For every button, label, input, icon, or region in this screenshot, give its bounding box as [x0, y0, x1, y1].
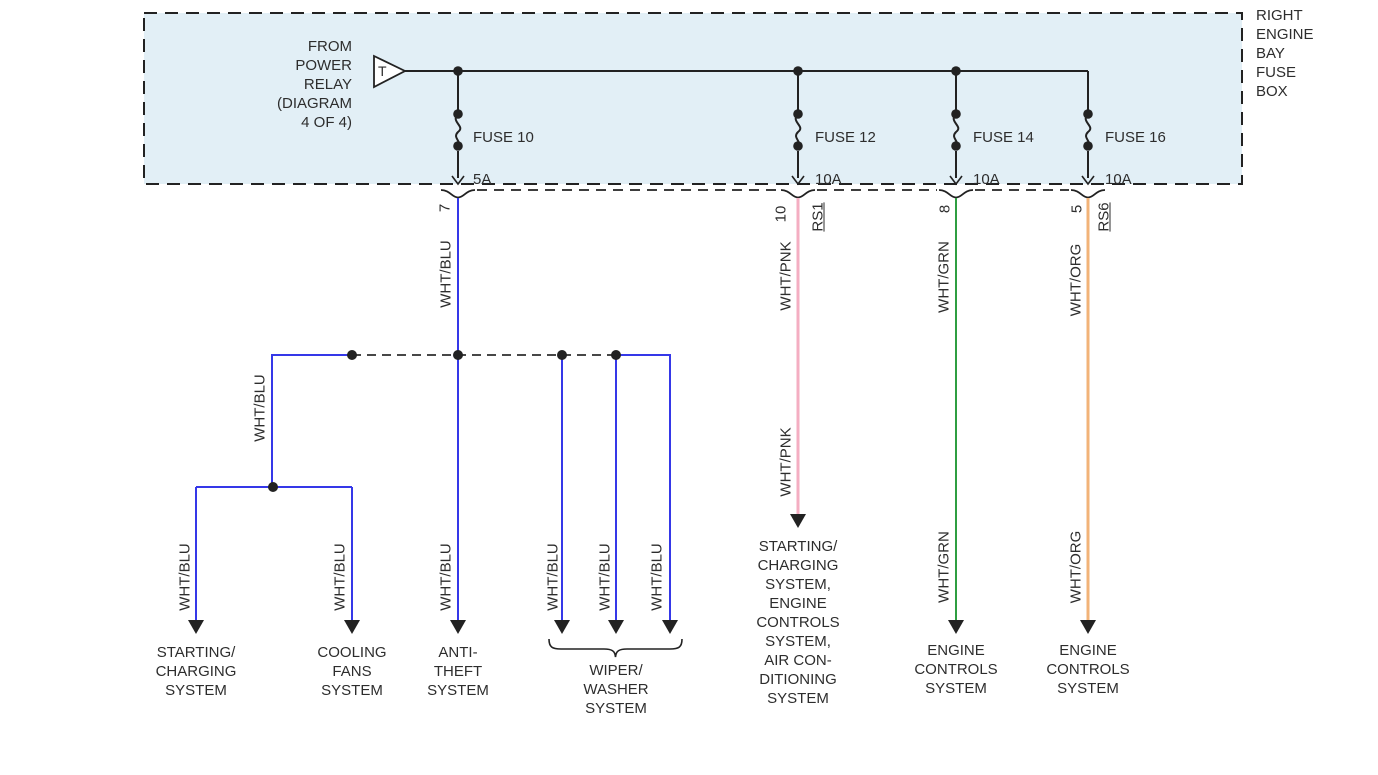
fuse-10-label: FUSE 10 5A — [473, 106, 534, 211]
destination-fuse-14-systems: ENGINE CONTROLS SYSTEM — [914, 642, 998, 697]
fuse-10-name: FUSE 10 — [473, 129, 534, 146]
fuse-box-title: RIGHT ENGINE BAY FUSE BOX — [1256, 7, 1314, 100]
destination-starting-charging: STARTING/ CHARGING SYSTEM — [155, 644, 237, 699]
wire-label-wht-blu-antitheft: WHT/BLU — [437, 543, 455, 611]
fuse-14-symbol — [949, 71, 963, 186]
wire-label-wht-grn-top: WHT/GRN — [935, 241, 953, 313]
fuse-12-rating: 10A — [815, 171, 842, 188]
destination-wiper-washer: WIPER/ WASHER SYSTEM — [583, 662, 649, 717]
wire-arrowheads — [188, 514, 1096, 634]
pin-10-label: 10 — [772, 205, 790, 223]
pin-5-label: 5 — [1068, 204, 1086, 214]
splice-branch-dashed-line — [268, 350, 621, 492]
destination-fuse-16-systems: ENGINE CONTROLS SYSTEM — [1046, 642, 1130, 697]
wire-label-wht-blu-cooling: WHT/BLU — [331, 543, 349, 611]
fuse-14-name: FUSE 14 — [973, 129, 1034, 146]
fuse-12-label: FUSE 12 10A — [815, 106, 876, 211]
splice-rs6-label: RS6 — [1095, 202, 1113, 232]
splice-rs1-label: RS1 — [809, 202, 827, 232]
wire-label-wht-blu-branch: WHT/BLU — [251, 374, 269, 442]
wire-label-wht-blu-starting: WHT/BLU — [176, 543, 194, 611]
wire-label-wht-pnk-top: WHT/PNK — [777, 241, 795, 311]
pin-7-label: 7 — [436, 203, 454, 213]
wire-label-wht-blu-top: WHT/BLU — [437, 240, 455, 308]
destination-anti-theft: ANTI- THEFT SYSTEM — [427, 644, 489, 699]
fuse-16-rating: 10A — [1105, 171, 1132, 188]
wiper-washer-brace — [548, 638, 683, 658]
wire-label-wht-grn-bottom: WHT/GRN — [935, 531, 953, 603]
wire-label-wht-org-bottom: WHT/ORG — [1067, 530, 1085, 604]
destination-cooling-fans: COOLING FANS SYSTEM — [317, 644, 387, 699]
pin-8-label: 8 — [936, 204, 954, 214]
fuse-12-name: FUSE 12 — [815, 129, 876, 146]
wire-label-wht-blu-wiper-2: WHT/BLU — [596, 543, 614, 611]
fuse-16-name: FUSE 16 — [1105, 129, 1166, 146]
fuse-10-rating: 5A — [473, 171, 492, 188]
fuse-14-rating: 10A — [973, 171, 1000, 188]
power-relay-triangle-icon — [373, 54, 408, 89]
wht-blu-wire — [195, 198, 671, 620]
fuse-14-label: FUSE 14 10A — [973, 106, 1034, 211]
wire-label-wht-blu-wiper-1: WHT/BLU — [544, 543, 562, 611]
destination-fuse-12-systems: STARTING/ CHARGING SYSTEM, ENGINE CONTRO… — [756, 538, 840, 707]
wire-label-wht-pnk-bottom: WHT/PNK — [777, 427, 795, 497]
fuse-10-symbol — [451, 71, 465, 186]
fuse-box-outline — [143, 12, 1243, 185]
power-source-label: FROM POWER RELAY (DIAGRAM 4 OF 4) — [277, 38, 352, 131]
wire-label-wht-blu-wiper-3: WHT/BLU — [648, 543, 666, 611]
connector-row — [440, 189, 1106, 199]
relay-symbol-t: T — [378, 63, 387, 79]
fuse-12-symbol — [791, 71, 805, 186]
wire-label-wht-org-top: WHT/ORG — [1067, 243, 1085, 317]
fuse-16-label: FUSE 16 10A — [1105, 106, 1166, 211]
fuse-16-symbol — [1081, 71, 1095, 186]
